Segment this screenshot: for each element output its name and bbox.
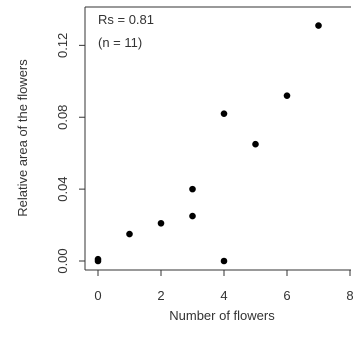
data-point (126, 230, 133, 238)
annotation-n: (n = 11) (98, 35, 142, 50)
annotation-rs: Rs = 0.81 (98, 12, 154, 27)
x-axis-title: Number of flowers (169, 308, 275, 323)
data-point (252, 140, 259, 148)
data-point (94, 255, 102, 263)
x-tick-label: 6 (283, 288, 290, 303)
x-axis: 0 2 4 6 8 (94, 270, 353, 303)
data-point (157, 219, 165, 227)
y-tick-label: 0.04 (55, 176, 70, 201)
data-points (94, 22, 322, 265)
data-point (220, 257, 228, 265)
x-tick-label: 4 (220, 288, 227, 303)
y-tick-label: 0.12 (55, 33, 70, 58)
y-tick-label: 0.00 (55, 248, 70, 273)
data-point (315, 22, 322, 29)
data-point (189, 212, 196, 220)
y-axis-title: Relative area of the flowers (15, 59, 30, 217)
y-tick-label: 0.08 (55, 105, 70, 130)
y-axis: 0.00 0.04 0.08 0.12 (55, 33, 85, 274)
x-tick-label: 2 (157, 288, 164, 303)
data-point (220, 110, 228, 117)
plot-area (84, 6, 351, 271)
data-point (283, 92, 291, 99)
x-tick-label: 8 (346, 288, 353, 303)
x-tick-label: 0 (94, 288, 101, 303)
data-point (189, 185, 196, 193)
